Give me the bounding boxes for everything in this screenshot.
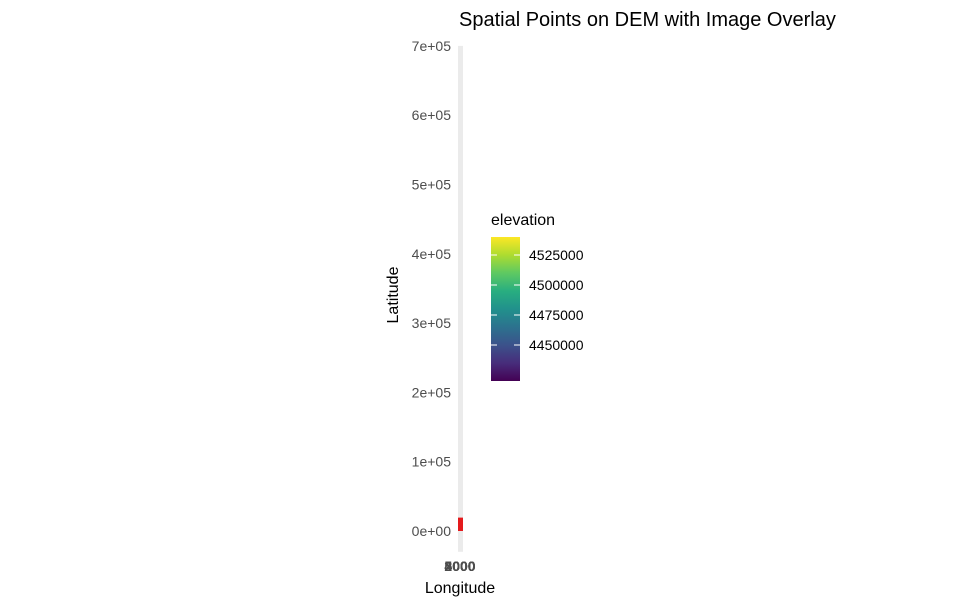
legend-break-label: 4475000 bbox=[529, 307, 584, 323]
y-tick-label: 0e+00 bbox=[412, 523, 452, 539]
legend-colorbar bbox=[491, 237, 520, 381]
y-axis: 0e+00 1e+05 2e+05 3e+05 4e+05 5e+05 6e+05 7e+05 bbox=[412, 38, 452, 539]
x-tick-label: 3000 bbox=[444, 558, 475, 574]
x-tick-label: 4000 bbox=[444, 558, 475, 574]
y-tick-label: 7e+05 bbox=[412, 38, 452, 54]
y-tick-label: 4e+05 bbox=[412, 246, 452, 262]
plot-area bbox=[458, 45, 463, 552]
y-tick-label: 5e+05 bbox=[412, 177, 452, 193]
y-tick-label: 2e+05 bbox=[412, 384, 452, 400]
legend: elevation 4525000 4500000 4475000 4450000 bbox=[491, 212, 584, 381]
x-tick-label: 2000 bbox=[444, 558, 475, 574]
y-tick-label: 6e+05 bbox=[412, 107, 452, 123]
legend-break-label: 4500000 bbox=[529, 277, 584, 293]
chart-title: Spatial Points on DEM with Image Overlay bbox=[459, 9, 836, 31]
x-tick-label: 5000 bbox=[444, 558, 475, 574]
legend-breaks: 4525000 4500000 4475000 4450000 bbox=[491, 247, 584, 353]
y-axis-title: Latitude bbox=[385, 266, 402, 323]
x-axis-title: Longitude bbox=[425, 580, 495, 597]
dem-raster bbox=[458, 45, 463, 552]
legend-title: elevation bbox=[491, 212, 555, 229]
y-tick-label: 3e+05 bbox=[412, 315, 452, 331]
data-points bbox=[458, 517, 463, 531]
legend-break-label: 4450000 bbox=[529, 337, 584, 353]
legend-break-label: 4525000 bbox=[529, 247, 584, 263]
y-tick-label: 1e+05 bbox=[412, 454, 452, 470]
